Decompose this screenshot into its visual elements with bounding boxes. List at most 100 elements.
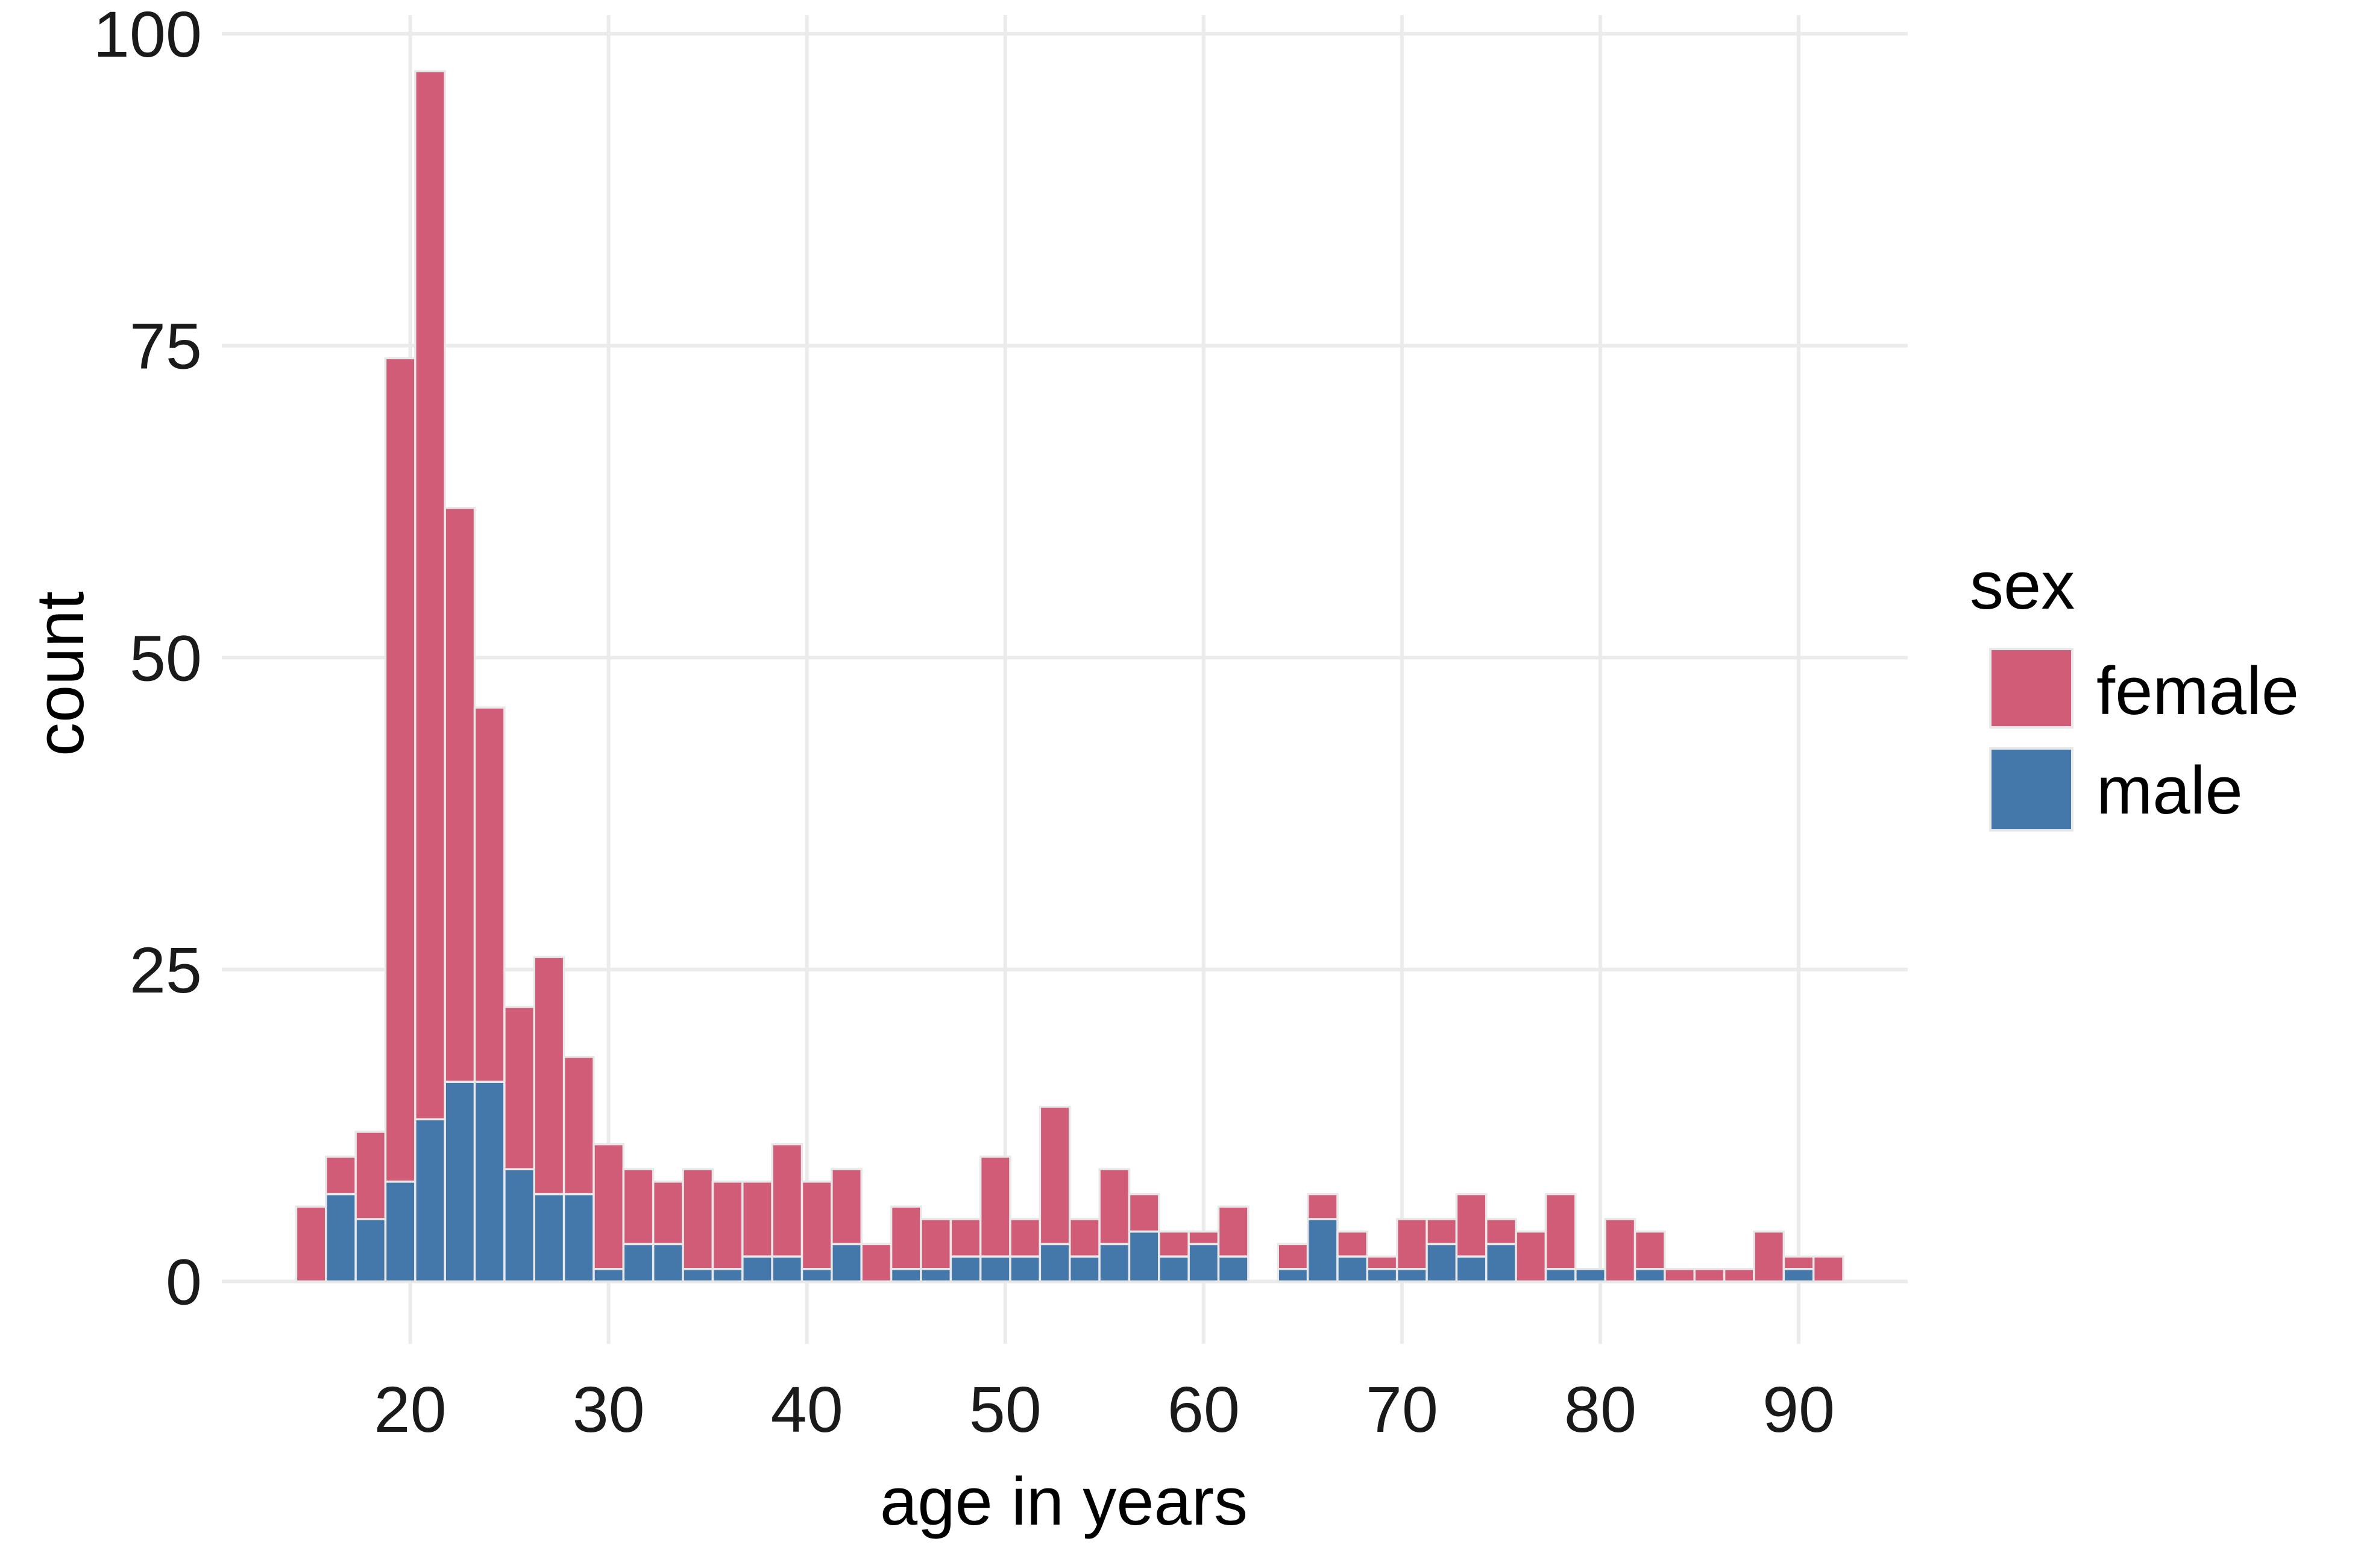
x-tick-label: 50 [969, 1373, 1042, 1446]
histogram-bars [295, 70, 1844, 1283]
bar-male [1128, 1230, 1160, 1283]
bar-female [1217, 1205, 1250, 1258]
bar-male [593, 1268, 625, 1283]
bar-male [414, 1118, 446, 1283]
x-tick-label: 70 [1366, 1373, 1438, 1446]
bar-male [652, 1243, 684, 1283]
bar-female [890, 1205, 922, 1270]
bar-male [711, 1268, 744, 1283]
x-tick-label: 40 [771, 1373, 843, 1446]
legend-label-female: female [2096, 653, 2299, 729]
bar-male [325, 1193, 357, 1283]
bar-female [1426, 1218, 1458, 1246]
bar-female [1604, 1218, 1636, 1283]
legend-key-female [1989, 648, 2073, 729]
bar-male [1633, 1268, 1666, 1283]
bar-male [622, 1243, 655, 1283]
bar-male [1039, 1243, 1071, 1283]
bar-female [682, 1168, 714, 1270]
bar-male [1485, 1243, 1517, 1283]
bar-male [444, 1080, 476, 1283]
bar-female [593, 1143, 625, 1270]
bar-male [771, 1255, 803, 1283]
bar-female [741, 1181, 773, 1258]
bar-female [979, 1155, 1011, 1258]
bar-male [1336, 1255, 1369, 1283]
x-tick-label: 60 [1168, 1373, 1240, 1446]
bar-female [1485, 1218, 1517, 1246]
bar-female [1782, 1255, 1815, 1270]
x-axis-ticks: 20 30 40 50 60 70 80 90 [374, 1373, 1835, 1446]
bar-female [949, 1218, 982, 1258]
bar-female [1039, 1105, 1071, 1246]
bar-male [1395, 1268, 1428, 1283]
bar-female [1128, 1193, 1160, 1233]
bar-female [1068, 1218, 1101, 1258]
bar-female [1306, 1193, 1339, 1220]
bar-female [920, 1218, 952, 1270]
bar-female [1158, 1230, 1190, 1258]
bar-male [741, 1255, 773, 1283]
bar-female [1098, 1168, 1131, 1246]
bar-male [1455, 1255, 1488, 1283]
bar-male [1068, 1255, 1101, 1283]
bar-female [1515, 1230, 1547, 1283]
bar-male [1098, 1243, 1131, 1283]
bar-male [1544, 1268, 1577, 1283]
y-axis-title: count [22, 591, 98, 756]
legend: sex female male [1970, 548, 2299, 832]
bar-female [860, 1243, 893, 1283]
bar-female [1187, 1230, 1220, 1246]
bar-female [1753, 1230, 1785, 1283]
bar-female [1277, 1243, 1309, 1270]
bar-male [920, 1268, 952, 1283]
bar-female [1812, 1255, 1844, 1283]
y-tick-label: 25 [130, 933, 202, 1006]
bar-male [1158, 1255, 1190, 1283]
bar-female [1633, 1230, 1666, 1270]
y-axis-ticks: 0 25 50 75 100 [93, 0, 202, 1318]
bar-male [1277, 1268, 1309, 1283]
bar-male [1009, 1255, 1042, 1283]
bar-female [771, 1143, 803, 1258]
y-tick-label: 100 [93, 0, 202, 71]
bar-male [831, 1243, 863, 1283]
bar-female [562, 1056, 595, 1196]
bar-male [1217, 1255, 1250, 1283]
bar-male [949, 1255, 982, 1283]
x-tick-label: 30 [573, 1373, 645, 1446]
x-tick-label: 90 [1762, 1373, 1835, 1446]
bar-male [682, 1268, 714, 1283]
y-tick-label: 75 [130, 310, 202, 383]
bar-female [1664, 1268, 1696, 1283]
x-tick-label: 80 [1564, 1373, 1636, 1446]
bar-female [1723, 1268, 1755, 1283]
bar-female [354, 1131, 387, 1220]
bar-female [1544, 1193, 1577, 1270]
bar-male [562, 1193, 595, 1283]
bar-female [503, 1006, 536, 1170]
bar-female [1009, 1218, 1042, 1258]
bar-male [1366, 1268, 1398, 1283]
bar-male [384, 1181, 417, 1283]
bar-female [295, 1205, 327, 1283]
bar-male [979, 1255, 1011, 1283]
bar-female [384, 357, 417, 1183]
bar-male [1782, 1268, 1815, 1283]
bar-female [1336, 1230, 1369, 1258]
bar-male [533, 1193, 565, 1283]
y-tick-label: 0 [166, 1245, 202, 1318]
bar-female [473, 706, 506, 1083]
bar-female [800, 1181, 833, 1270]
bar-female [414, 70, 446, 1121]
bar-male [1426, 1243, 1458, 1283]
bar-female [325, 1155, 357, 1196]
bar-male [354, 1218, 387, 1283]
bar-female [652, 1181, 684, 1246]
bar-male [503, 1168, 536, 1283]
bar-male [1574, 1268, 1606, 1283]
bar-male [1306, 1218, 1339, 1283]
bar-female [533, 956, 565, 1196]
bar-male [1187, 1243, 1220, 1283]
